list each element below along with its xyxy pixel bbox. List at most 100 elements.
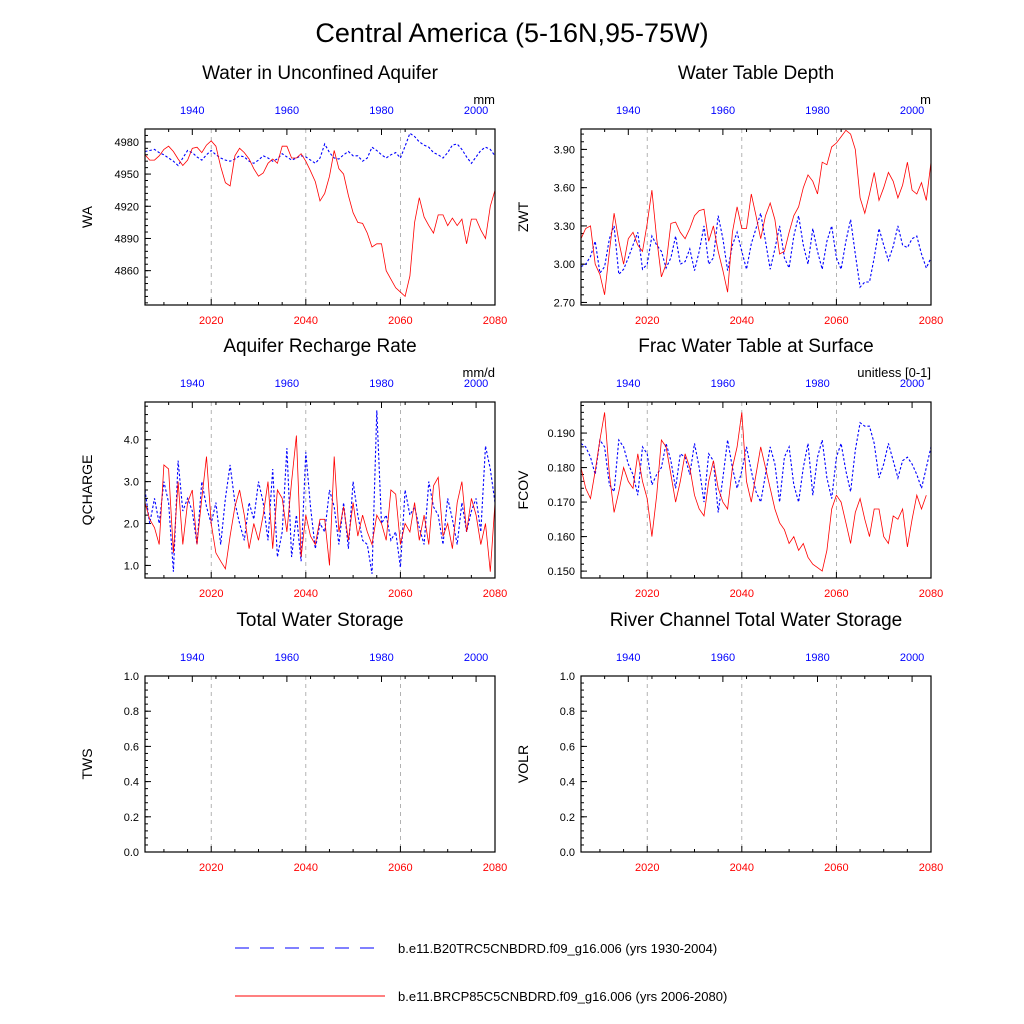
y-tick-label: 1.0 <box>124 560 139 572</box>
y-tick-label: 4980 <box>115 137 139 149</box>
series-line-future <box>145 140 495 298</box>
y-tick-label: 2.0 <box>124 519 139 531</box>
panel-tws: Total Water Storage 2020 2040 2060 2080 1940 1… <box>79 610 507 874</box>
panel-fcov: Frac Water Table at Surface unitless [0-1… <box>515 336 943 600</box>
x-tick-label-top: 1960 <box>275 378 299 390</box>
y-tick-label: 0.2 <box>124 812 139 824</box>
y-axis-label: TWS <box>79 748 95 779</box>
x-tick-label-bottom: 2060 <box>824 588 848 600</box>
y-tick-label: 0.0 <box>560 847 575 859</box>
y-tick-label: 0.2 <box>560 812 575 824</box>
y-tick-label: 0.8 <box>124 706 139 718</box>
y-tick-label: 4860 <box>115 266 139 278</box>
x-tick-label-top: 2000 <box>464 652 488 664</box>
x-tick-label-top: 2000 <box>900 652 924 664</box>
plot-frame <box>580 128 932 306</box>
x-tick-label-top: 1940 <box>616 105 640 117</box>
y-axis-label: QCHARGE <box>79 455 95 526</box>
y-tick-label: 1.0 <box>560 671 575 683</box>
units-label: unitless [0-1] <box>857 365 931 380</box>
y-tick-label: 0.6 <box>124 741 139 753</box>
x-tick-label-bottom: 2020 <box>199 588 223 600</box>
units-label: mm/d <box>463 365 496 380</box>
x-tick-label-top: 1980 <box>805 652 829 664</box>
legend-label-future: b.e11.BRCP85C5CNBDRD.f09_g16.006 (yrs 20… <box>398 989 727 1004</box>
y-tick-label: 0.190 <box>547 428 575 440</box>
x-tick-label-top: 1960 <box>275 105 299 117</box>
series-line-future <box>581 129 931 295</box>
x-tick-label-top: 2000 <box>900 378 924 390</box>
x-tick-label-top: 2000 <box>900 105 924 117</box>
series-line-historical <box>145 410 495 574</box>
x-tick-label-top: 1980 <box>369 652 393 664</box>
y-tick-label: 0.6 <box>560 741 575 753</box>
x-tick-label-top: 1940 <box>616 378 640 390</box>
plot-frame <box>144 128 496 306</box>
x-tick-label-bottom: 2080 <box>483 588 507 600</box>
x-tick-label-bottom: 2080 <box>919 588 943 600</box>
y-tick-label: 1.0 <box>124 671 139 683</box>
x-tick-label-top: 1940 <box>180 105 204 117</box>
y-tick-label: 3.30 <box>554 221 575 233</box>
x-tick-label-bottom: 2080 <box>919 862 943 874</box>
panels: Water in Unconfined Aquifer mm 2020 2040 206… <box>79 63 943 874</box>
x-tick-label-top: 1940 <box>616 652 640 664</box>
units-label: mm <box>473 92 495 107</box>
plot-frame <box>144 401 496 579</box>
plot-frame <box>580 401 932 579</box>
y-tick-label: 0.170 <box>547 497 575 509</box>
x-tick-label-bottom: 2020 <box>635 315 659 327</box>
x-tick-label-bottom: 2040 <box>730 588 754 600</box>
y-tick-label: 4890 <box>115 233 139 245</box>
x-tick-label-bottom: 2020 <box>635 862 659 874</box>
x-tick-label-top: 1940 <box>180 652 204 664</box>
x-tick-label-bottom: 2060 <box>824 862 848 874</box>
panel-qcharge: Aquifer Recharge Rate mm/d 2020 2040 2060 208… <box>79 336 507 600</box>
y-tick-label: 0.8 <box>560 706 575 718</box>
x-tick-label-top: 2000 <box>464 105 488 117</box>
x-tick-label-bottom: 2060 <box>388 862 412 874</box>
panel-title: Water in Unconfined Aquifer <box>202 63 439 84</box>
series-line-historical <box>581 213 931 289</box>
series-line-future <box>145 435 495 572</box>
x-tick-label-top: 1980 <box>369 378 393 390</box>
x-tick-label-bottom: 2040 <box>294 588 318 600</box>
y-tick-label: 3.0 <box>124 477 139 489</box>
legend-label-historical: b.e11.B20TRC5CNBDRD.f09_g16.006 (yrs 193… <box>398 941 717 956</box>
x-tick-label-bottom: 2060 <box>388 588 412 600</box>
x-tick-label-bottom: 2040 <box>730 315 754 327</box>
x-tick-label-bottom: 2040 <box>294 862 318 874</box>
x-tick-label-top: 1960 <box>711 105 735 117</box>
panel-volr: River Channel Total Water Storage 2020 204… <box>515 610 943 874</box>
y-tick-label: 4950 <box>115 169 139 181</box>
y-tick-label: 2.70 <box>554 297 575 309</box>
legend: b.e11.B20TRC5CNBDRD.f09_g16.006 (yrs 193… <box>235 941 727 1004</box>
x-tick-label-bottom: 2020 <box>635 588 659 600</box>
y-tick-label: 0.160 <box>547 532 575 544</box>
x-tick-label-top: 1980 <box>805 105 829 117</box>
x-tick-label-bottom: 2020 <box>199 862 223 874</box>
x-tick-label-top: 1980 <box>805 378 829 390</box>
x-tick-label-bottom: 2080 <box>919 315 943 327</box>
panel-zwt: Water Table Depth m 2020 2040 2060 2080 1940 19… <box>515 63 943 327</box>
y-tick-label: 0.4 <box>124 777 139 789</box>
y-tick-label: 3.00 <box>554 259 575 271</box>
x-tick-label-bottom: 2020 <box>199 315 223 327</box>
y-tick-label: 0.0 <box>124 847 139 859</box>
plot-frame <box>144 675 496 853</box>
panel-title: River Channel Total Water Storage <box>610 610 903 631</box>
x-tick-label-top: 1960 <box>711 652 735 664</box>
y-tick-label: 3.90 <box>554 144 575 156</box>
y-tick-label: 0.4 <box>560 777 575 789</box>
y-tick-label: 4920 <box>115 201 139 213</box>
y-tick-label: 0.180 <box>547 463 575 475</box>
y-tick-label: 3.60 <box>554 183 575 195</box>
y-axis-label: ZWT <box>515 201 531 232</box>
y-axis-label: FCOV <box>515 470 531 510</box>
x-tick-label-bottom: 2040 <box>294 315 318 327</box>
panel-title: Frac Water Table at Surface <box>638 336 874 357</box>
panel-title: Water Table Depth <box>678 63 834 84</box>
y-axis-label: VOLR <box>515 745 531 783</box>
y-axis-label: WA <box>79 205 95 228</box>
